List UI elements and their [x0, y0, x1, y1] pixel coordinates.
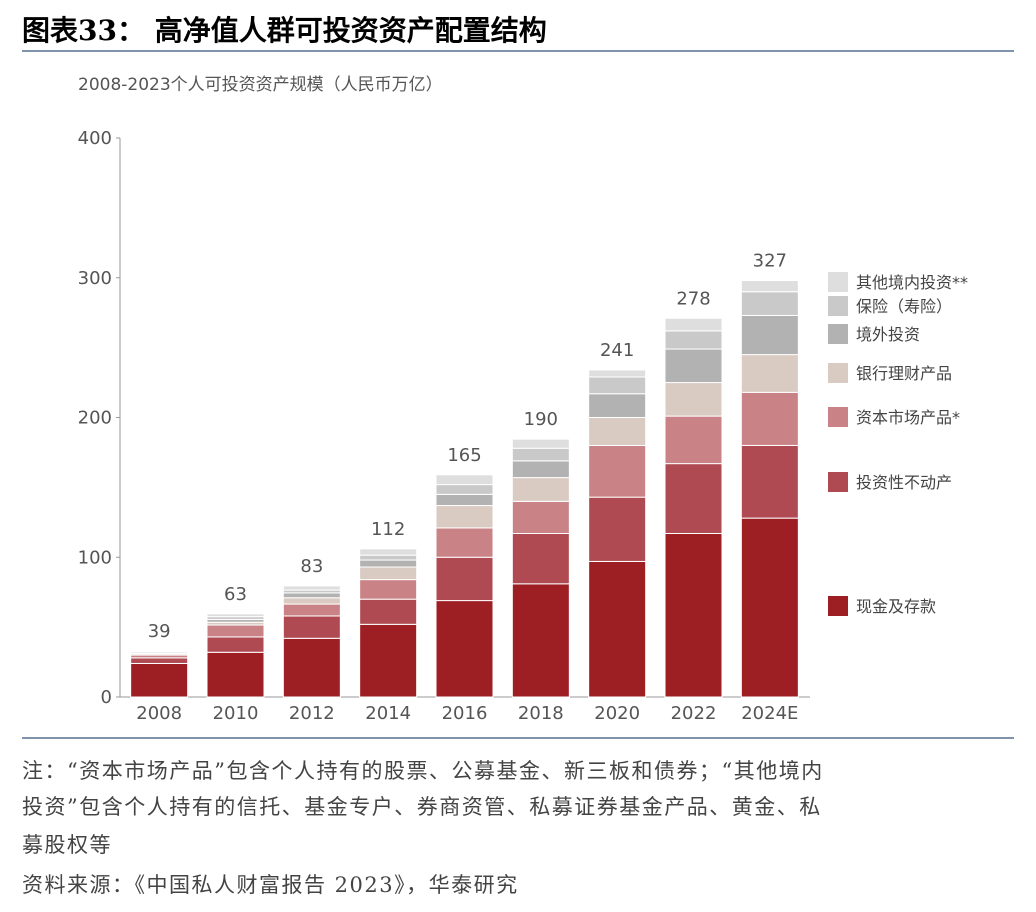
bar-segment [282, 603, 341, 617]
total-label: 39 [148, 621, 171, 642]
bar-segment [588, 369, 647, 378]
bar-segment [435, 505, 494, 529]
bar-segment [206, 636, 265, 653]
y-tick-label: 300 [78, 268, 112, 289]
bar-segment [740, 314, 799, 356]
bar-segment [664, 330, 723, 350]
legend-label: 银行理财产品 [856, 364, 952, 383]
bar-segment [435, 600, 494, 698]
bar-segment [435, 556, 494, 602]
bar-segment [206, 613, 265, 618]
bar-segment [511, 460, 570, 479]
bar-segment [359, 548, 418, 556]
x-tick-label: 2018 [518, 703, 564, 724]
x-tick-label: 2014 [365, 703, 411, 724]
total-label: 241 [600, 340, 634, 361]
bar-segment [664, 382, 723, 417]
bar-segment [359, 566, 418, 581]
bar-segment [588, 496, 647, 562]
legend-swatch [828, 324, 848, 344]
bar-segment [588, 417, 647, 446]
bar-segment [740, 517, 799, 698]
total-label: 165 [447, 445, 481, 466]
bar-segment [511, 532, 570, 585]
legend-swatch [828, 363, 848, 383]
bar-segment [511, 447, 570, 462]
bar-segment [511, 583, 570, 698]
x-tick-label: 2016 [442, 703, 488, 724]
x-tick-label: 2010 [213, 703, 259, 724]
x-tick-label: 2022 [671, 703, 717, 724]
legend-swatch [828, 407, 848, 427]
y-tick-label: 400 [78, 128, 112, 149]
bar-segment [511, 438, 570, 449]
bar-segment [282, 637, 341, 698]
subtitle: 2008-2023个人可投资资产规模（人民币万亿） [78, 75, 443, 95]
bar-segment [359, 623, 418, 698]
total-label: 112 [371, 519, 405, 540]
bar-segment [130, 662, 189, 698]
bar-segment [282, 585, 341, 591]
bar-segment [282, 615, 341, 639]
bar-segment [588, 376, 647, 395]
x-tick-label: 2024E [741, 703, 798, 724]
bar-segment [740, 354, 799, 393]
bar-segment [282, 592, 341, 599]
bar-segment [359, 579, 418, 600]
bar-segment [740, 391, 799, 446]
legend-label: 其他境内投资** [856, 273, 968, 292]
note: 募股权等 [22, 833, 112, 857]
total-label: 327 [753, 251, 787, 272]
bar-segment [740, 280, 799, 293]
bar-segment [282, 597, 341, 605]
bar-segment [435, 493, 494, 507]
legend-label: 投资性不动产 [856, 473, 952, 492]
bar-segment [511, 500, 570, 534]
bar-segment [435, 474, 494, 486]
bar-segment [359, 559, 418, 568]
total-label: 63 [224, 584, 247, 605]
total-label: 190 [524, 409, 558, 430]
bar-segment [435, 527, 494, 558]
bar-segment [740, 291, 799, 316]
bar-segment [664, 317, 723, 332]
total-label: 278 [676, 288, 710, 309]
bar-segment [435, 484, 494, 495]
bar-segment [588, 560, 647, 698]
legend-label: 现金及存款 [856, 597, 936, 616]
bar-segment [359, 554, 418, 561]
x-tick-label: 2020 [594, 703, 640, 724]
x-tick-label: 2012 [289, 703, 335, 724]
legend-label: 资本市场产品* [856, 408, 960, 427]
legend-swatch [828, 596, 848, 616]
note: 投资”包含个人持有的信托、基金专户、券商资管、私募证券基金产品、黄金、私 [22, 795, 822, 819]
legend-label: 境外投资 [856, 325, 920, 344]
legend-label: 保险（寿险） [856, 297, 952, 316]
title: 图表33： 高净值人群可投资资产配置结构 [22, 14, 547, 47]
bar-segment [206, 651, 265, 698]
bar-segment [664, 415, 723, 465]
bar-segment [206, 624, 265, 638]
x-tick-label: 2008 [136, 703, 182, 724]
bar-segment [588, 444, 647, 498]
legend-swatch [828, 272, 848, 292]
source: 资料来源：《中国私人财富报告 2023》，华泰研究 [22, 873, 519, 897]
legend-swatch [828, 472, 848, 492]
bar-segment [588, 393, 647, 418]
bar-segment [664, 463, 723, 534]
y-tick-label: 200 [78, 408, 112, 429]
bar-segment [130, 657, 189, 664]
legend-swatch [828, 296, 848, 316]
bar-segment [664, 532, 723, 698]
bar-segment [664, 348, 723, 384]
total-label: 83 [300, 556, 323, 577]
bar-segment [130, 650, 189, 653]
bar-segment [359, 598, 418, 625]
y-tick-label: 0 [101, 687, 112, 708]
bar-segment [511, 477, 570, 502]
note: 注：“资本市场产品”包含个人持有的股票、公募基金、新三板和债券；“其他境内 [22, 759, 824, 783]
bar-segment [740, 444, 799, 519]
y-tick-label: 100 [78, 547, 112, 568]
